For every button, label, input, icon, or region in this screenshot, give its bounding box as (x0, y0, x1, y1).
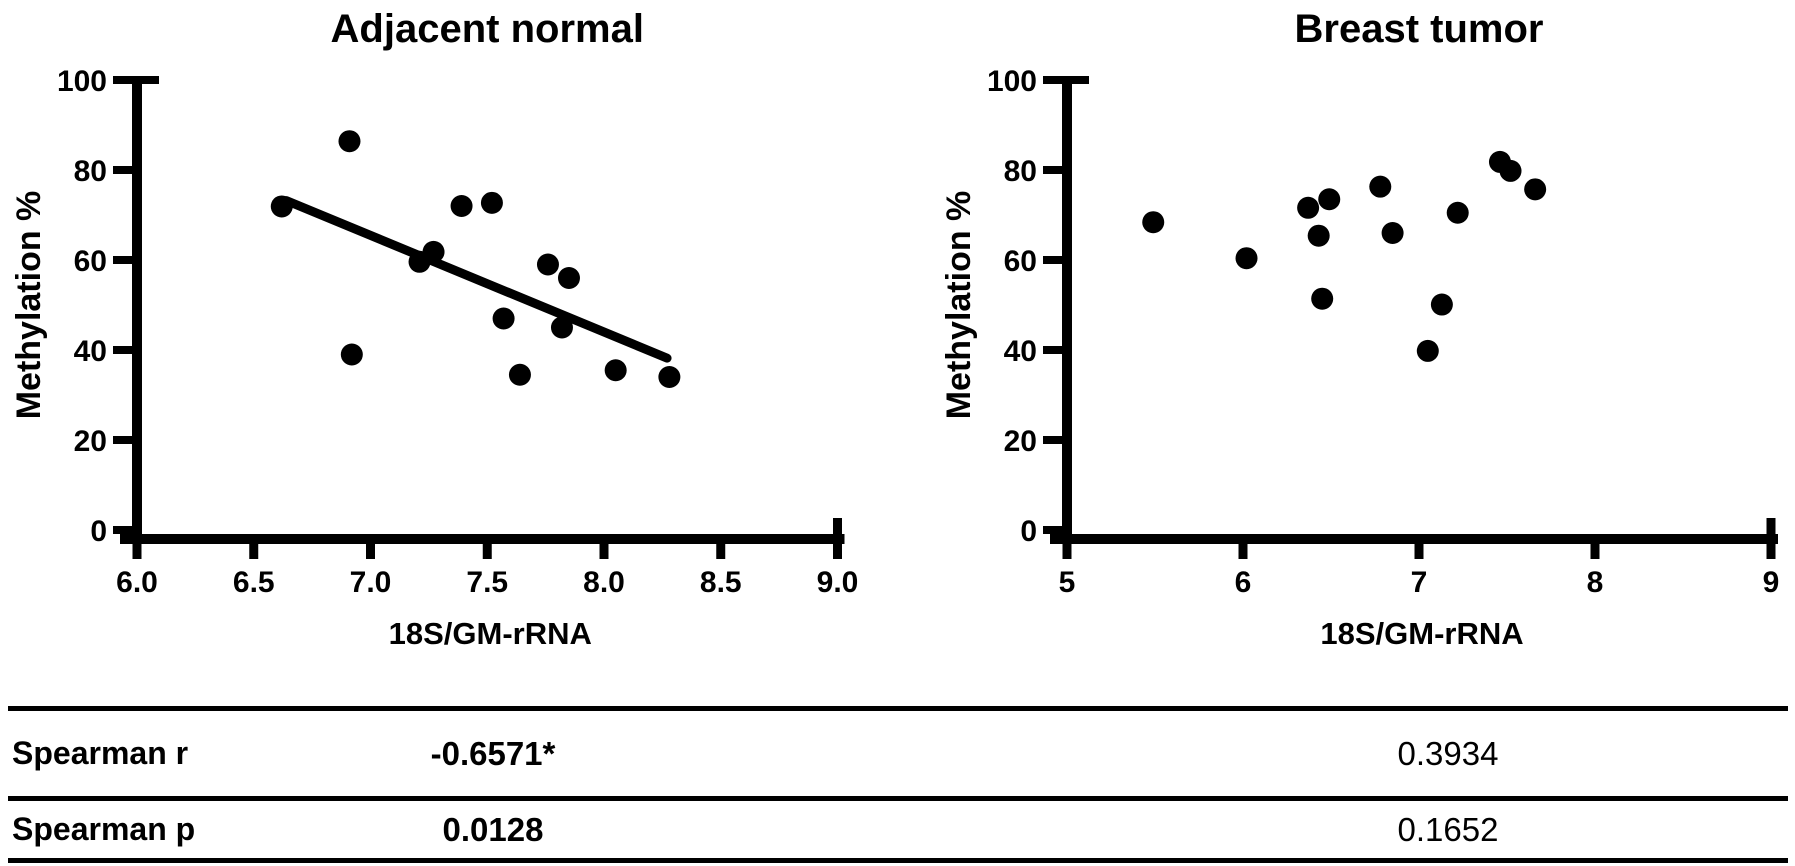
spearman-p-label: Spearman p (12, 811, 196, 847)
data-point (508, 363, 531, 386)
data-point (1381, 222, 1404, 244)
data-point (480, 191, 503, 214)
x-tick-label: 7.0 (350, 566, 392, 599)
x-tick-label: 6.5 (233, 566, 275, 599)
y-tick-label: 100 (987, 65, 1037, 98)
x-tick-label: 8 (1587, 566, 1604, 599)
spearman-stats-table: Spearman r -0.6571* 0.3934 Spearman p 0.… (8, 706, 1788, 863)
table-row-spearman-p: Spearman p 0.0128 0.1652 (8, 801, 1788, 858)
table-row-spearman-r: Spearman r -0.6571* 0.3934 (8, 711, 1788, 801)
y-tick-label: 80 (74, 155, 107, 188)
spearman-r-adjacent-normal-value: -0.6571* (430, 734, 556, 772)
x-tick-label: 9.0 (817, 566, 859, 599)
data-point (1142, 211, 1165, 234)
y-tick-label: 100 (57, 65, 107, 98)
data-point (450, 195, 473, 217)
table-spacer (728, 753, 1108, 754)
y-axis-label: Methylation % (10, 191, 48, 420)
data-point (340, 343, 363, 366)
data-point (550, 316, 573, 339)
data-point (1369, 175, 1392, 198)
data-point (1311, 287, 1334, 310)
data-point (270, 195, 293, 218)
data-point (1446, 201, 1469, 224)
x-tick-label: 7.5 (466, 566, 508, 599)
x-tick-label: 5 (1059, 566, 1076, 599)
data-point (1235, 247, 1258, 270)
spearman-p-breast-tumor-value: 0.1652 (1397, 810, 1499, 848)
data-point (1499, 159, 1522, 182)
x-axis-label: 18S/GM-rRNA (1320, 616, 1523, 651)
y-tick-label: 40 (1004, 335, 1037, 368)
y-tick-label: 20 (74, 425, 107, 458)
breast-tumor-plot: 0 20 40 60 80 100 5 6 7 8 9 Breast tumor Methylation… (940, 7, 1779, 651)
x-tick-label: 8.0 (583, 566, 625, 599)
table-spacer (728, 829, 1108, 830)
x-tick-label: 9 (1763, 566, 1780, 599)
x-axis-label: 18S/GM-rRNA (389, 616, 592, 651)
data-point (1430, 293, 1453, 316)
data-point (422, 240, 445, 263)
data-point (1318, 188, 1341, 211)
data-point (1307, 224, 1330, 247)
y-tick-label: 40 (74, 335, 107, 368)
spearman-p-adjacent-normal-value: 0.0128 (442, 810, 544, 848)
plot-title: Breast tumor (1295, 7, 1544, 51)
data-point (536, 253, 559, 276)
adjacent-normal-plot: 0 20 40 60 80 100 6.0 6.5 7.0 7.5 8.0 8.5 9.0 Adjacen… (10, 7, 858, 651)
y-tick-label: 80 (1004, 155, 1037, 188)
spearman-r-breast-tumor-value: 0.3934 (1397, 734, 1499, 772)
y-tick-label: 0 (90, 515, 107, 548)
data-point (557, 267, 580, 289)
y-tick-label: 60 (74, 245, 107, 278)
spearman-r-label: Spearman r (12, 735, 189, 771)
y-tick-label: 60 (1004, 245, 1037, 278)
data-point (1416, 339, 1439, 362)
x-tick-label: 8.5 (700, 566, 742, 599)
x-tick-label: 6.0 (116, 566, 158, 599)
data-point (492, 307, 515, 330)
y-tick-label: 20 (1004, 425, 1037, 458)
data-point (658, 366, 681, 388)
y-axis-label: Methylation % (940, 191, 978, 420)
y-tick-label: 0 (1020, 515, 1037, 548)
x-tick-label: 7 (1411, 566, 1428, 599)
data-point (338, 130, 361, 153)
x-tick-label: 6 (1235, 566, 1252, 599)
data-point (1297, 196, 1320, 219)
data-point (604, 359, 627, 382)
plot-title: Adjacent normal (331, 7, 644, 51)
data-point (1524, 178, 1547, 201)
trend-line (281, 196, 672, 363)
